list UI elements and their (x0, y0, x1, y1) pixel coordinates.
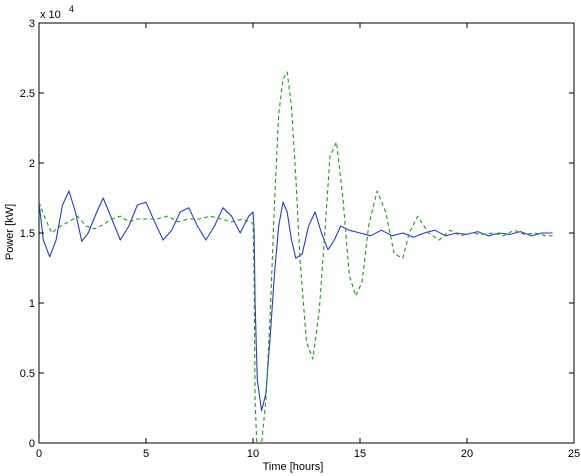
y-tick-label: 0.5 (20, 368, 35, 380)
y-tick-label: 3 (29, 18, 35, 30)
y-tick-label: 1.5 (20, 228, 35, 240)
y-axis-exponent-base: x 10 (40, 9, 61, 21)
y-tick-label: 2.5 (20, 88, 35, 100)
x-tick-label: 15 (354, 448, 366, 460)
series-line-1 (39, 190, 553, 412)
y-axis-label: Power [kW] (4, 204, 16, 260)
y-axis-exponent-power: 4 (69, 4, 74, 14)
series-line-2 (39, 71, 553, 443)
x-tick-label: 25 (568, 448, 580, 460)
y-tick-label: 2 (29, 158, 35, 170)
x-tick-label: 10 (247, 448, 259, 460)
plot-area: 0 5 10 15 20 25 0 0.5 1 1.5 2 2.5 3 (20, 18, 580, 460)
y-tick-label: 0 (29, 438, 35, 450)
x-tick-label: 20 (461, 448, 473, 460)
x-tick-label: 5 (143, 448, 149, 460)
x-tick-label: 0 (36, 448, 42, 460)
x-axis-label: Time [hours] (263, 461, 324, 473)
y-tick-label: 1 (29, 298, 35, 310)
